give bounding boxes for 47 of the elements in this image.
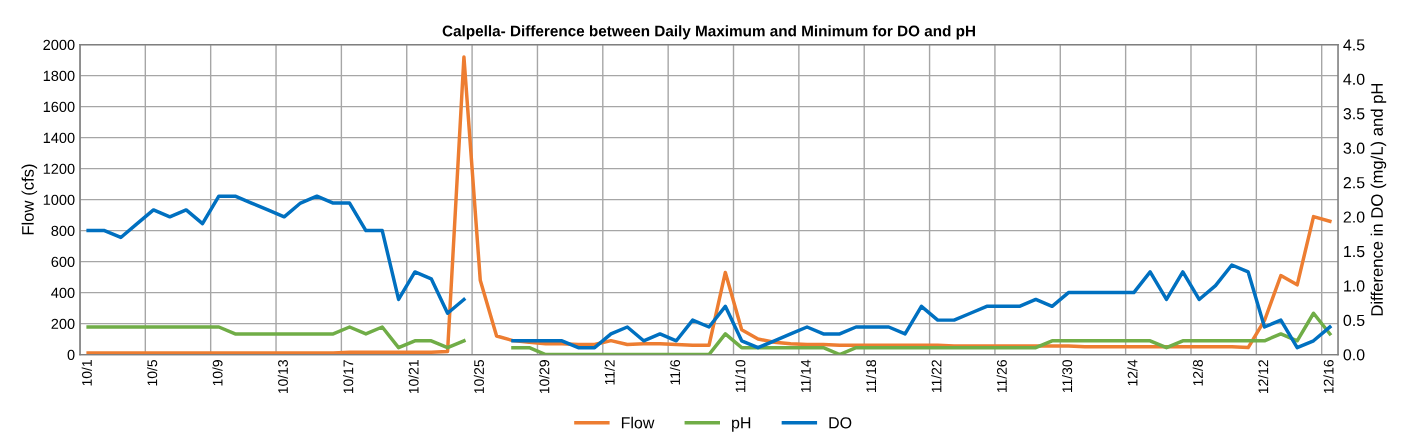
x-tick-label: 10/1 — [81, 360, 92, 386]
y2-tick-label: 3.5 — [1343, 108, 1365, 120]
y2-tick-label: 0.5 — [1343, 314, 1365, 327]
x-tick-label: 11/14 — [800, 359, 811, 393]
x-tick-label: 11/10 — [735, 359, 746, 393]
y-tick-label: 600 — [51, 256, 75, 268]
y-tick-label: 1600 — [43, 101, 75, 113]
legend-label: DO — [829, 417, 852, 429]
y-tick-label: 1200 — [43, 163, 75, 175]
chart-title: Calpella- Difference between Daily Maximum and Minimum for DO and pH — [442, 25, 975, 40]
y-tick-label: 200 — [51, 318, 75, 329]
y2-tick-label: 1.5 — [1344, 246, 1365, 258]
x-tick-label: 11/30 — [1061, 359, 1073, 393]
y2-tick-label: 4.0 — [1343, 73, 1365, 85]
x-tick-label: 12/4 — [1127, 359, 1138, 386]
x-tick-label: 11/6 — [669, 360, 681, 385]
y2-tick-label: 0.0 — [1343, 349, 1365, 361]
x-tick-label: 10/25 — [473, 360, 484, 394]
legend-label: pH — [732, 417, 751, 432]
x-tick-label: 10/9 — [212, 360, 223, 386]
x-tick-label: 12/12 — [1258, 360, 1269, 394]
legend-label: Flow — [621, 416, 655, 429]
y-tick-label: 2000 — [43, 39, 75, 51]
y2-tick-label: 2.0 — [1343, 211, 1365, 223]
x-tick-label: 10/13 — [277, 360, 288, 394]
y2-tick-label: 1.0 — [1344, 280, 1365, 292]
x-tick-label: 12/16 — [1323, 360, 1334, 394]
x-tick-label: 11/22 — [931, 360, 942, 393]
x-tick-label: 11/26 — [996, 360, 1007, 393]
y2-tick-label: 3.0 — [1343, 142, 1365, 154]
x-tick-label: 11/2 — [604, 360, 615, 385]
y-axis-title: Flow (cfs) — [21, 164, 38, 235]
y-tick-label: 400 — [51, 287, 75, 298]
x-tick-label: 10/21 — [408, 360, 419, 394]
y-tick-label: 1400 — [43, 132, 75, 144]
x-tick-label: 10/17 — [343, 360, 354, 394]
y2-tick-label: 4.5 — [1343, 39, 1365, 51]
x-tick-label: 11/18 — [865, 360, 877, 393]
y-tick-label: 0 — [67, 349, 75, 360]
x-tick-label: 12/8 — [1192, 360, 1203, 386]
y2-axis-title: Difference in DO (mg/L) and pH — [1370, 83, 1387, 316]
x-tick-label: 10/5 — [147, 360, 158, 386]
y-tick-label: 800 — [51, 225, 75, 237]
y-tick-label: 1800 — [43, 70, 75, 82]
y-tick-label: 1000 — [43, 194, 75, 206]
x-tick-label: 10/29 — [539, 360, 550, 394]
y2-tick-label: 2.5 — [1343, 177, 1365, 189]
